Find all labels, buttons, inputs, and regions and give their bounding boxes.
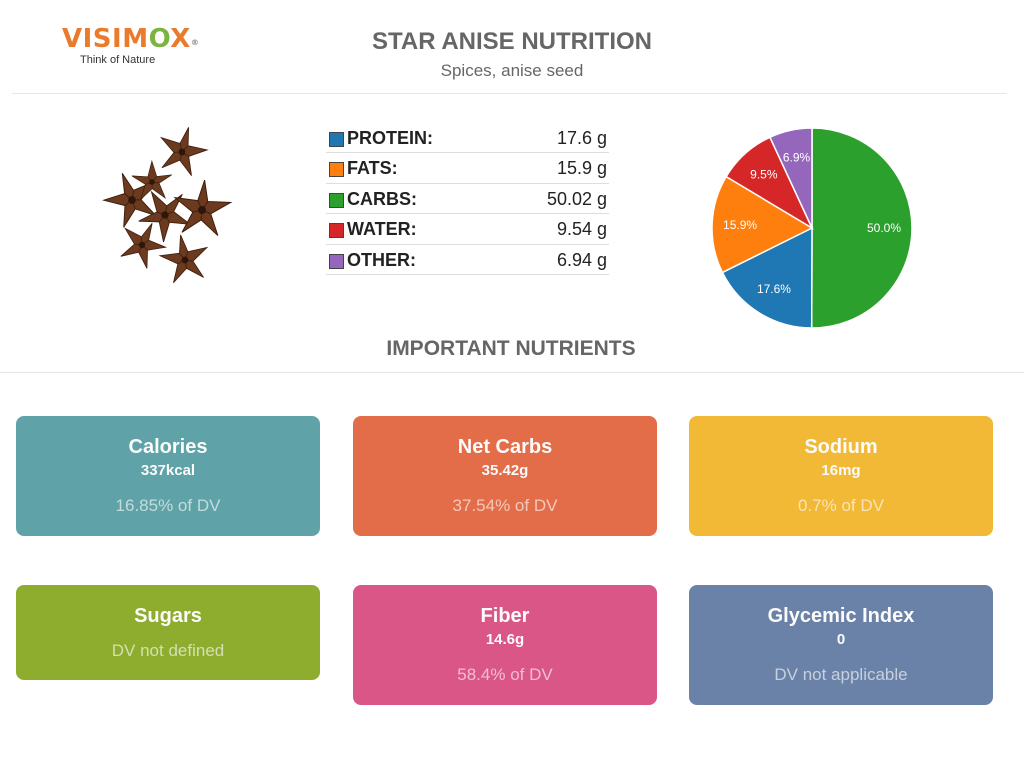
legend-label: OTHER:	[347, 249, 416, 270]
card-amount: 16mg	[821, 462, 861, 479]
legend-row-other: OTHER: 6.94 g	[326, 245, 609, 275]
legend-row-water: WATER: 9.54 g	[326, 214, 609, 245]
pie-label-fats: 15.9%	[723, 218, 757, 232]
legend-value: 6.94 g	[556, 249, 607, 270]
card-daily-value: DV not applicable	[774, 665, 908, 684]
legend-swatch	[329, 192, 344, 208]
sugars-card: Sugars DV not defined	[16, 585, 320, 680]
nutrients-section-title: IMPORTANT NUTRIENTS	[386, 337, 636, 360]
card-amount: 35.42g	[481, 462, 529, 479]
pie-slice-protein	[721, 226, 813, 329]
card-amount: 0	[836, 631, 846, 648]
card-name: Fiber	[480, 605, 530, 627]
legend-label: WATER:	[347, 219, 417, 240]
legend-swatch	[329, 253, 344, 269]
card-amount: 14.6g	[485, 631, 525, 648]
legend-value: 9.54 g	[556, 219, 607, 240]
card-daily-value: 16.85% of DV	[115, 496, 221, 515]
legend-label: FATS:	[347, 158, 398, 179]
card-daily-value: 37.54% of DV	[452, 496, 558, 515]
page-title: STAR ANISE NUTRITION	[372, 28, 652, 55]
macro-pie-chart: 50.0% 17.6% 15.9% 9.5% 6.9%	[711, 127, 913, 329]
card-name: Sodium	[804, 436, 878, 458]
legend-row-protein: PROTEIN: 17.6 g	[326, 123, 609, 154]
net-carbs-card: Net Carbs 35.42g 37.54% of DV	[353, 416, 657, 536]
pie-slice-other	[768, 127, 813, 229]
pie-slice-fats	[711, 175, 814, 274]
legend-value: 50.02 g	[546, 188, 607, 209]
pie-label-protein: 17.6%	[757, 282, 791, 296]
legend-row-fats: FATS: 15.9 g	[326, 153, 609, 184]
legend-label: PROTEIN:	[347, 128, 434, 148]
calories-card: Calories 337kcal 16.85% of DV	[16, 416, 320, 536]
pie-label-other: 6.9%	[783, 151, 811, 165]
logo-wordmark: VISIMOX®	[62, 24, 200, 54]
section-divider	[0, 372, 1024, 373]
logo-tagline: Think of Nature	[80, 54, 156, 66]
glycemic-index-card: Glycemic Index 0 DV not applicable	[689, 585, 993, 705]
pie-label-water: 9.5%	[750, 167, 778, 181]
card-name: Calories	[128, 436, 208, 458]
card-name: Net Carbs	[457, 436, 553, 458]
visimex-logo: VISIMOX® Think of Nature	[62, 24, 222, 70]
legend-row-carbs: CARBS: 50.02 g	[326, 184, 609, 215]
card-name: Glycemic Index	[767, 605, 915, 627]
card-daily-value: 58.4% of DV	[457, 665, 553, 684]
legend-value: 17.6 g	[556, 128, 607, 148]
legend-swatch	[329, 223, 344, 239]
legend-value: 15.9 g	[556, 158, 607, 179]
card-amount: 337kcal	[140, 462, 196, 479]
card-daily-value: DV not defined	[111, 641, 225, 660]
sodium-card: Sodium 16mg 0.7% of DV	[689, 416, 993, 536]
fiber-card: Fiber 14.6g 58.4% of DV	[353, 585, 657, 705]
legend-swatch	[329, 132, 344, 147]
header-divider	[12, 93, 1007, 94]
card-name: Sugars	[134, 605, 202, 627]
page-subtitle: Spices, anise seed	[440, 61, 584, 80]
legend-label: CARBS:	[347, 188, 417, 209]
star-anise-icon	[96, 120, 234, 285]
leaf-letter: O	[148, 24, 171, 54]
pie-slice-carbs	[810, 127, 913, 329]
pie-label-carbs: 50.0%	[867, 221, 901, 235]
legend-swatch	[329, 162, 344, 178]
macro-legend: PROTEIN: 17.6 g FATS: 15.9 g CARBS: 50.0…	[326, 123, 609, 275]
card-daily-value: 0.7% of DV	[798, 496, 884, 515]
